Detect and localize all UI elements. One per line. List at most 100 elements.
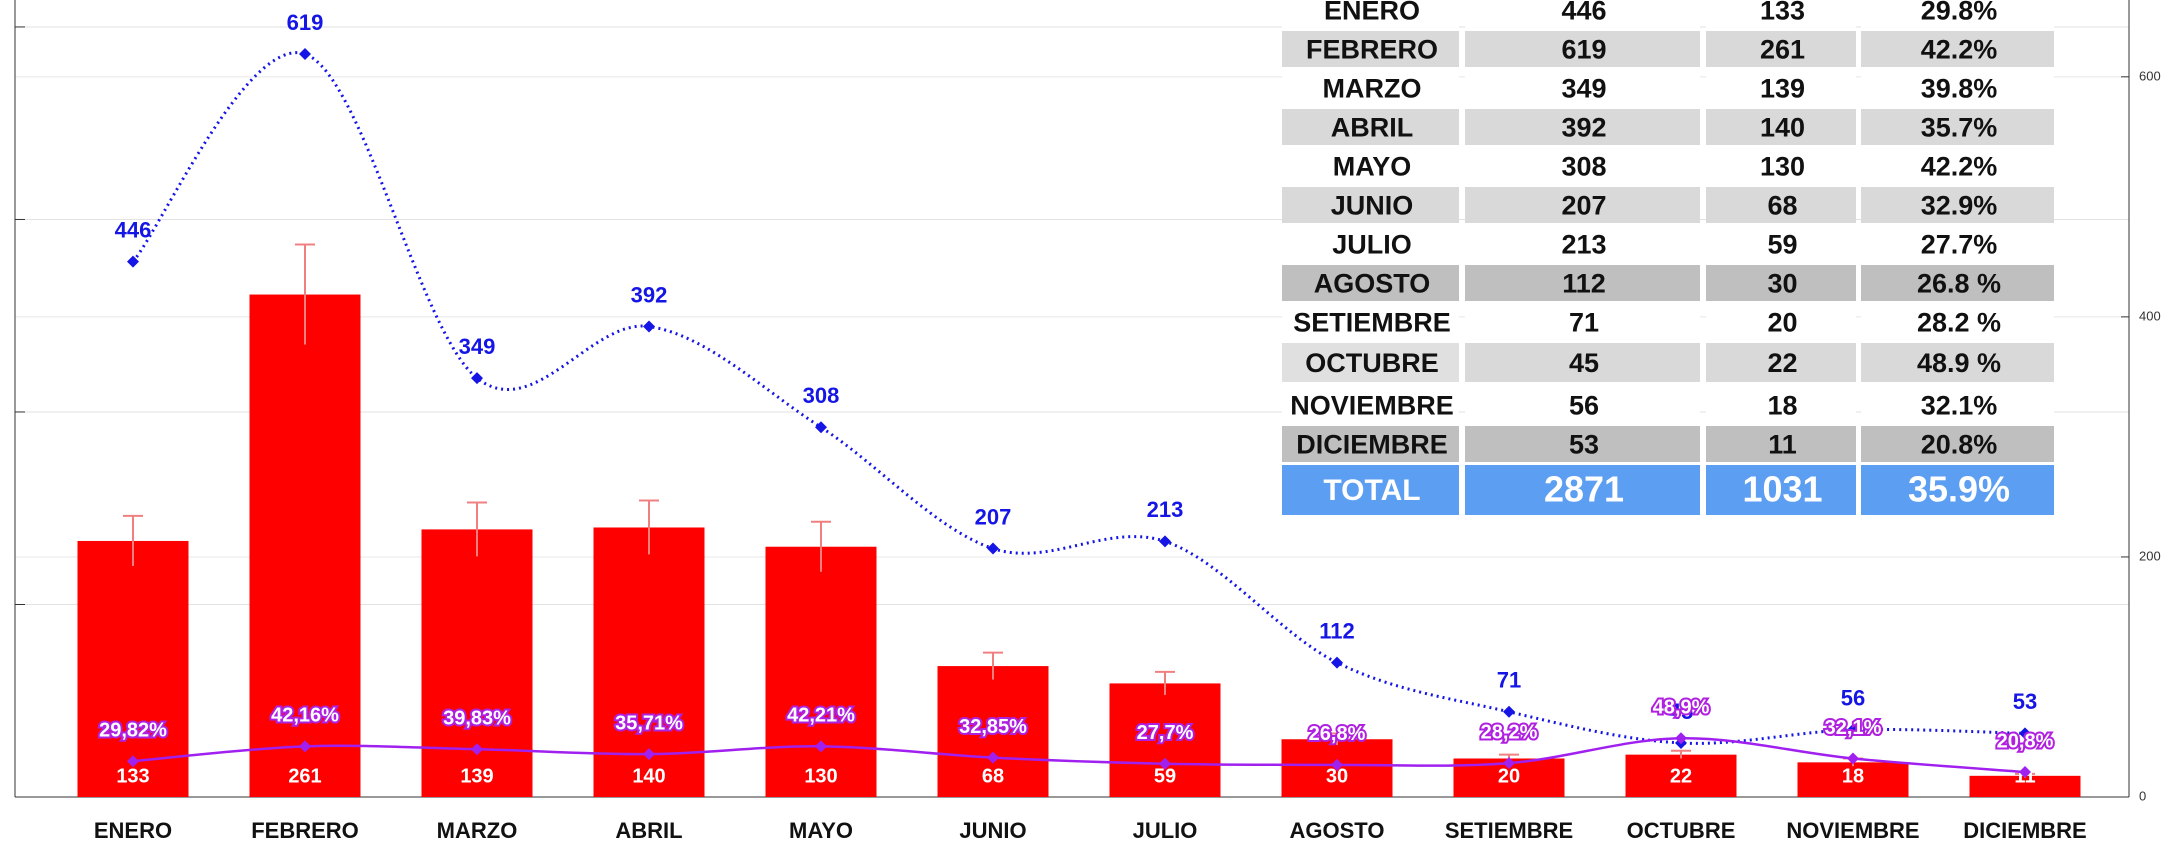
point: [1331, 758, 1343, 771]
table-text: 619: [1561, 35, 1606, 65]
point-label: 71: [1497, 668, 1521, 693]
x-tick-label: MAYO: [789, 818, 853, 843]
table-cell: [1465, 265, 1700, 301]
table-cell: [1282, 426, 1459, 462]
table-text: 261: [1760, 35, 1805, 65]
table-cell: [1706, 304, 1856, 340]
bar-label: 20: [1498, 765, 1520, 787]
point-label: 392: [631, 282, 668, 307]
point: [1503, 705, 1515, 718]
table-cell: [1706, 70, 1856, 106]
point: [815, 421, 827, 434]
table-cell: [1861, 265, 2054, 301]
y2-tick-label: 200: [2139, 548, 2161, 563]
table-cell: [1861, 226, 2054, 262]
table-total-text: 1031: [1742, 469, 1822, 510]
bar-label: 18: [1842, 765, 1864, 787]
table-cell: [1706, 109, 1856, 145]
table-cell: [1861, 187, 2054, 223]
point-label: 20,8%: [1997, 730, 2054, 752]
bar: [937, 666, 1049, 797]
table-cell: [1282, 148, 1459, 184]
table-text: 308: [1561, 152, 1606, 182]
table-cell: [1282, 343, 1459, 382]
table-text: 42.2%: [1921, 152, 1998, 182]
bar: [1625, 754, 1737, 797]
bar-label: 261: [288, 765, 321, 787]
table-total-cell: [1465, 465, 1700, 515]
point: [1159, 535, 1171, 548]
error-bar: [1327, 732, 1347, 746]
table-total-cell: [1706, 465, 1856, 515]
bar-label: 140: [632, 765, 665, 787]
table-text: 130: [1760, 152, 1805, 182]
x-tick-label: ABRIL: [615, 818, 682, 843]
table-text: ABRIL: [1331, 113, 1414, 143]
line: [132, 737, 2026, 774]
table: ENERO 446 133 29.8% FEBRERO 619 261 42.2% MARZO 3…: [1282, 0, 2054, 515]
point-label: 619: [287, 10, 324, 35]
bar-label: 139: [460, 765, 493, 787]
point-label: 207: [975, 504, 1012, 529]
table-cell: [1465, 109, 1700, 145]
table-cell: [1861, 304, 2054, 340]
point-label: 32,1%: [1825, 717, 1882, 739]
table-text: 20.8%: [1921, 430, 1998, 460]
point: [2019, 766, 2031, 779]
table-text: 22: [1767, 348, 1797, 378]
point-label: 42,21%: [787, 705, 855, 727]
table-text: JULIO: [1332, 230, 1412, 260]
table-text: 32.1%: [1921, 391, 1998, 421]
point-label: 32,85%: [959, 716, 1027, 738]
table-cell: [1465, 148, 1700, 184]
point-label: 39,83%: [443, 707, 511, 729]
table-text: 71: [1569, 308, 1599, 338]
table-cell: [1282, 265, 1459, 301]
point: [987, 542, 999, 555]
table-cell: [1465, 304, 1700, 340]
bar-label: 133: [116, 765, 149, 787]
table-text: 32.9%: [1921, 191, 1998, 221]
table-cell: [1706, 148, 1856, 184]
table-text: 213: [1561, 230, 1606, 260]
point: [987, 751, 999, 764]
point: [299, 48, 311, 61]
table-cell: [1465, 0, 1700, 28]
table-cell: [1282, 31, 1459, 67]
table-text: 11: [1768, 430, 1797, 460]
table-text: 18: [1767, 391, 1797, 421]
bar: [1109, 683, 1221, 797]
table-text: NOVIEMBRE: [1290, 391, 1454, 421]
table-text: 39.8%: [1921, 74, 1998, 104]
point-label: 53: [2013, 689, 2037, 714]
table-cell: [1282, 226, 1459, 262]
y2-tick-label: 0: [2139, 788, 2146, 803]
point-label: 56: [1841, 686, 1865, 711]
table-text: SETIEMBRE: [1293, 308, 1451, 338]
table-cell: [1706, 387, 1856, 423]
table-cell: [1465, 426, 1700, 462]
point-label: 308: [803, 383, 840, 408]
x-tick-label: MARZO: [437, 818, 518, 843]
point-label: 112: [1319, 618, 1355, 643]
table-cell: [1861, 109, 2054, 145]
x-tick-label: SETIEMBRE: [1445, 818, 1573, 843]
point-label: 45: [1669, 699, 1693, 724]
point: [471, 743, 483, 756]
table-total-text: 2871: [1544, 469, 1624, 510]
x-tick-label: JULIO: [1133, 818, 1198, 843]
point-label: 48,9%: [1653, 697, 1710, 719]
bar-label: 130: [804, 765, 837, 787]
table-text: 56: [1569, 391, 1599, 421]
x-tick-label: FEBRERO: [251, 818, 359, 843]
table-text: 26.8 %: [1917, 269, 2001, 299]
table-text: 20: [1767, 308, 1797, 338]
point: [2019, 727, 2031, 740]
table-cell: [1282, 304, 1459, 340]
bar: [249, 294, 361, 797]
error-bar: [811, 520, 831, 572]
point-label: 35,71%: [615, 712, 683, 734]
table-cell: [1465, 343, 1700, 382]
point-label: 446: [115, 217, 152, 242]
